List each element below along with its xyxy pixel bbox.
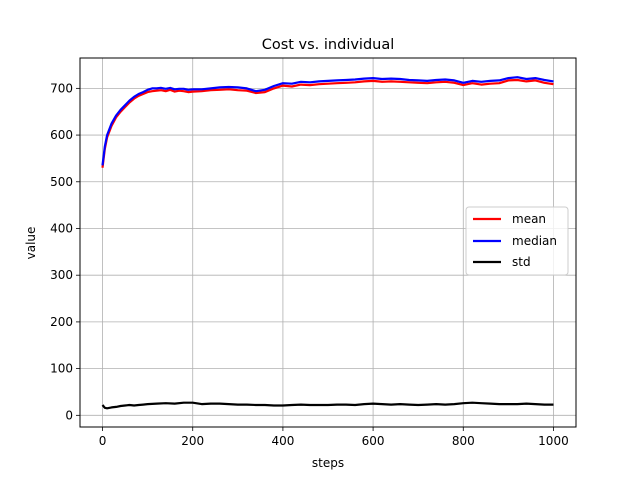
x-axis-label: steps	[312, 456, 344, 470]
chart-title: Cost vs. individual	[262, 37, 395, 53]
plot-area-frame	[79, 57, 577, 428]
series-line-std	[101, 401, 554, 410]
y-tick-label: 300	[50, 268, 73, 282]
y-tick-label: 0	[65, 408, 73, 422]
legend-label-std: std	[512, 255, 531, 269]
y-axis-ticks: 0 100 200 300 400 500 600 700	[50, 81, 80, 422]
x-axis-ticks: 0 200 400 600 800 1000	[99, 427, 569, 448]
legend-label-mean: mean	[512, 212, 546, 226]
series-line-mean	[101, 78, 554, 168]
legend-frame	[465, 206, 569, 276]
y-axis-label: value	[24, 227, 38, 260]
y-tick-label: 100	[50, 362, 73, 376]
x-tick-label: 600	[362, 434, 385, 448]
x-tick-label: 400	[271, 434, 294, 448]
x-tick-label: 0	[99, 434, 107, 448]
x-tick-label: 800	[452, 434, 475, 448]
y-tick-label: 400	[50, 221, 73, 235]
y-tick-label: 600	[50, 128, 73, 142]
y-tick-label: 700	[50, 81, 73, 95]
series-lines	[101, 76, 554, 410]
legend-label-median: median	[512, 234, 557, 248]
series-line-median	[101, 76, 554, 166]
y-tick-label: 200	[50, 315, 73, 329]
y-tick-label: 500	[50, 175, 73, 189]
legend: mean median std	[465, 206, 569, 276]
x-tick-label: 200	[181, 434, 204, 448]
x-tick-label: 1000	[538, 434, 569, 448]
